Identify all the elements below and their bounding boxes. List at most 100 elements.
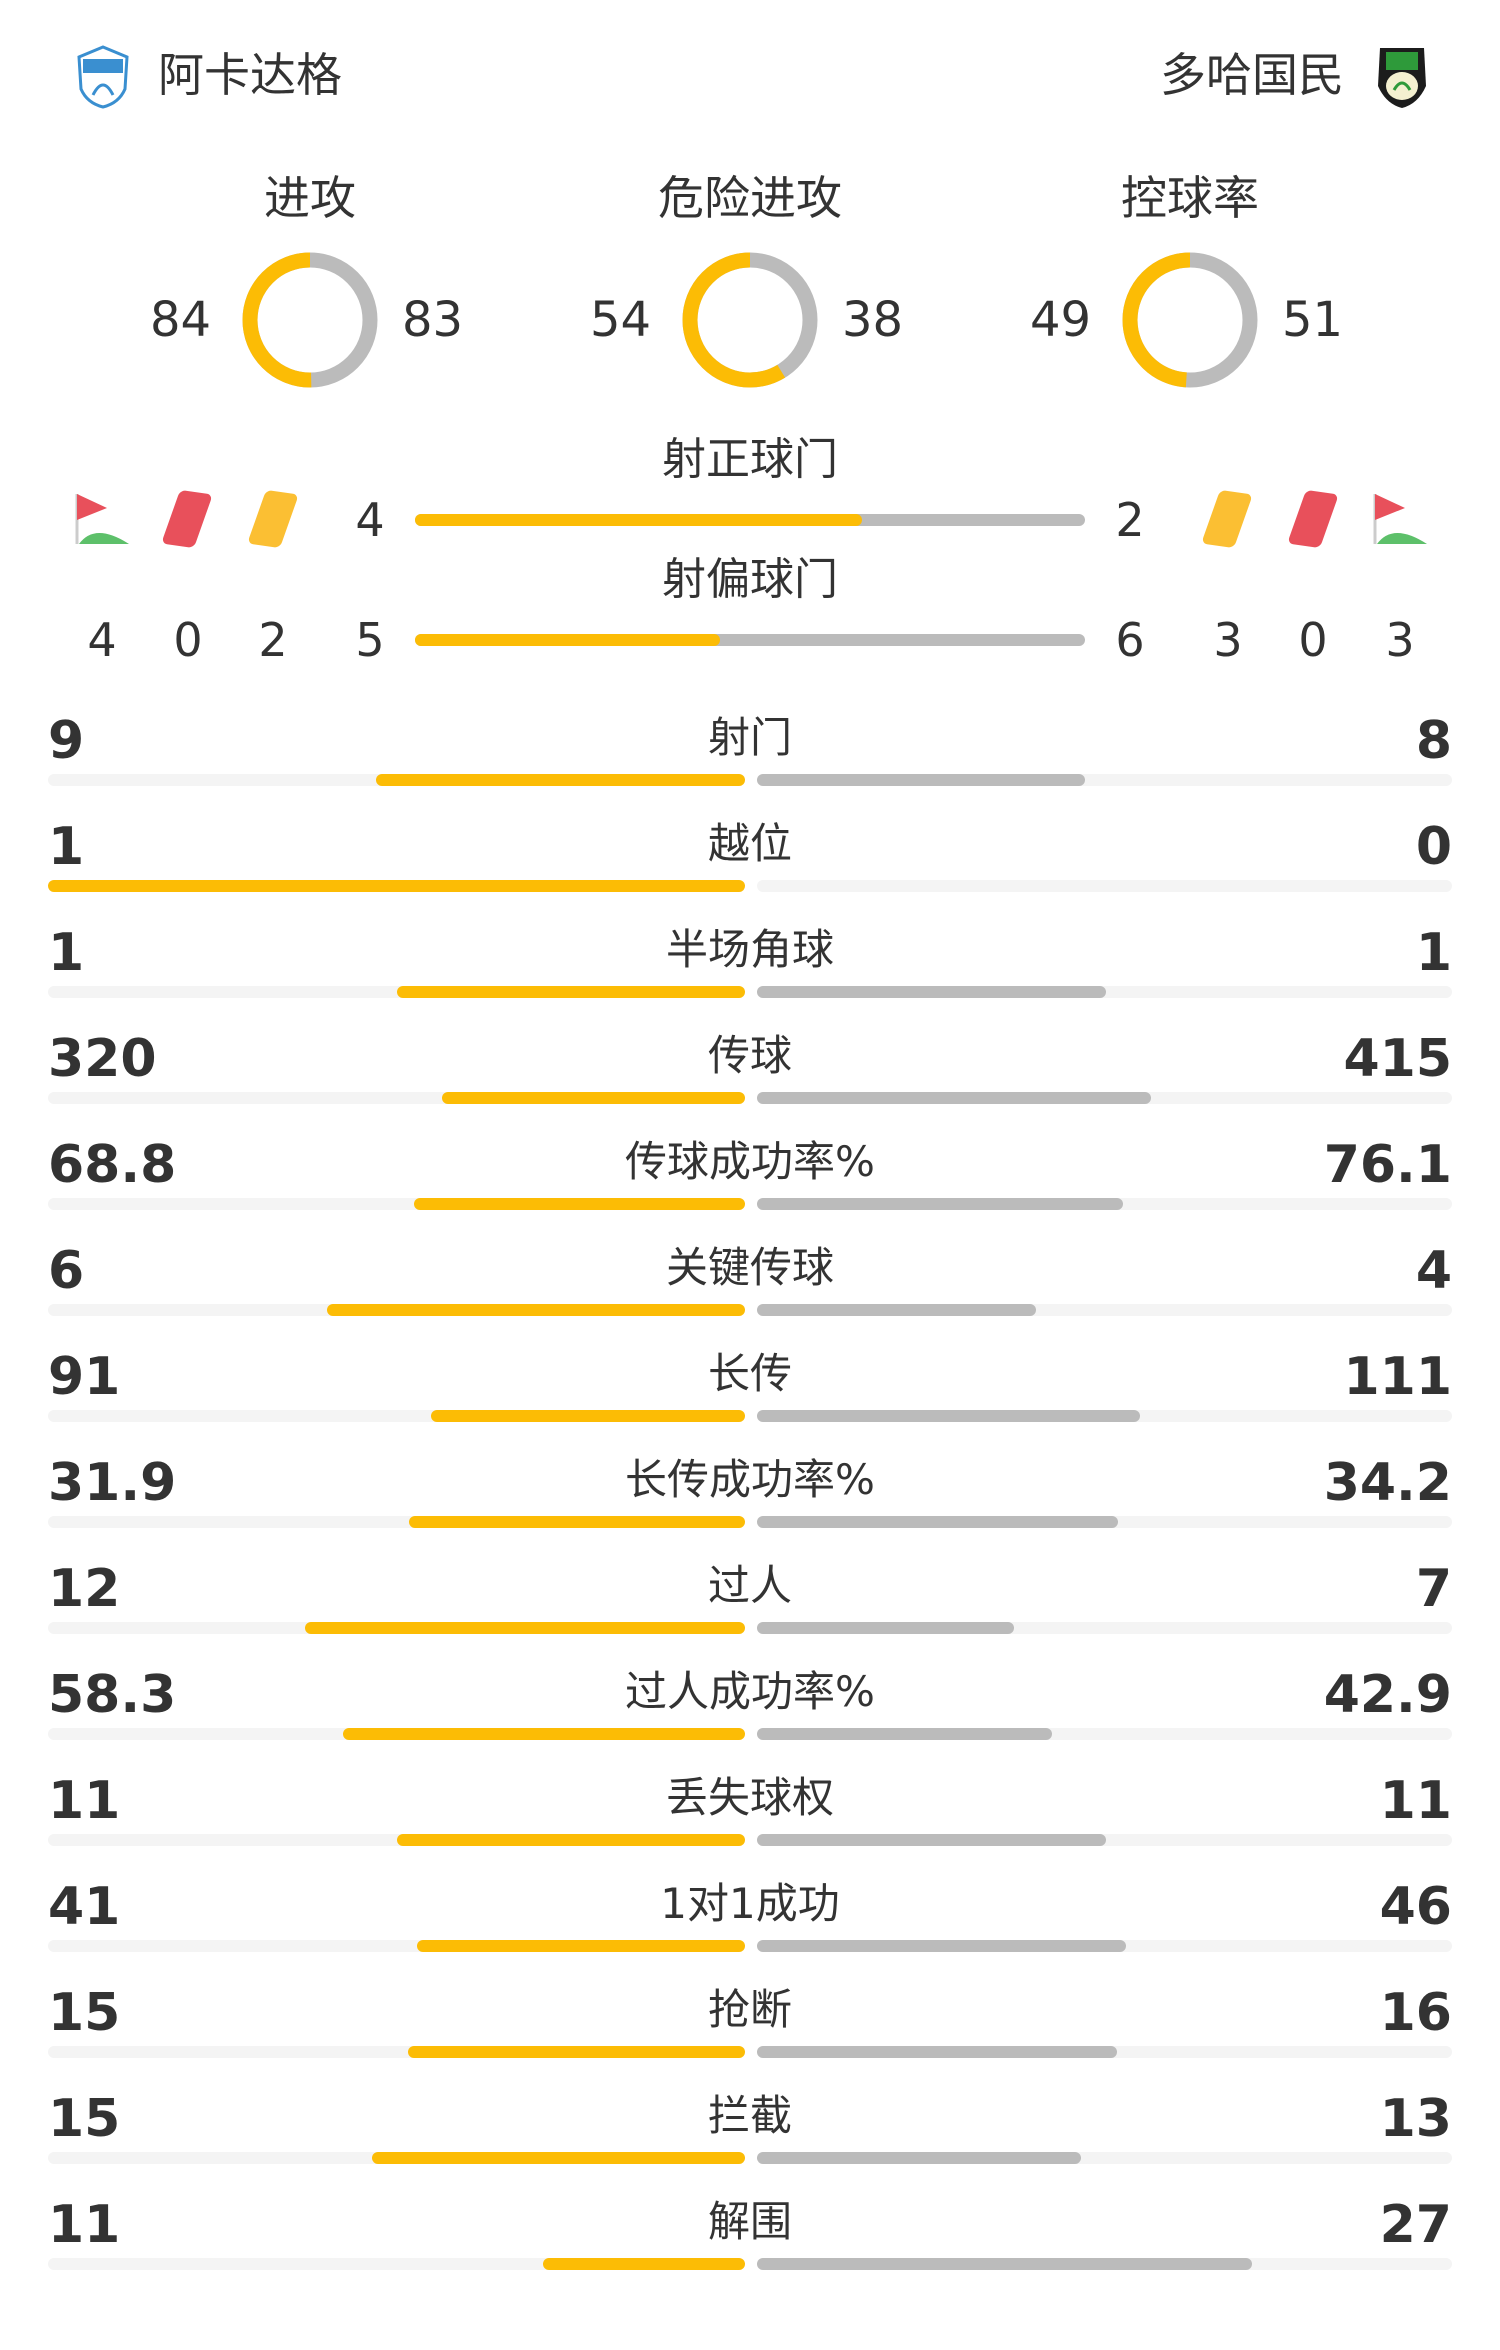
stat-away-bar [757, 1940, 1126, 1952]
stat-away-value: 4 [1415, 1241, 1452, 1301]
shots-off-target-label: 射偏球门 [662, 554, 838, 605]
stat-home-bar [371, 2152, 745, 2164]
home-team-name: 阿卡达格 [158, 48, 342, 102]
stat-home-bar [543, 2258, 745, 2270]
stat-away-bar [757, 1516, 1118, 1528]
stat-label: 半场角球 [665, 925, 834, 974]
shots-on-home-fill [415, 514, 862, 526]
stat-away-bar [757, 1622, 1014, 1634]
corner-flag-icon [75, 492, 129, 550]
away-logo [1374, 42, 1430, 110]
donut-home-arc [1122, 252, 1258, 388]
stat-row: 1 越位 0 [0, 811, 1500, 917]
circle-stat-label: 控球率 [1121, 171, 1259, 225]
stat-home-value: 11 [48, 1771, 121, 1831]
stat-label: 过人 [707, 1561, 792, 1610]
stats-list: 9 射门 8 1 越位 0 1 半场角球 1 320 传球 415 68.8 传… [0, 705, 1500, 2295]
home-red-cards: 0 [173, 613, 203, 667]
shots-off-away: 6 [1115, 613, 1145, 667]
stat-away-track [757, 986, 1452, 998]
stat-home-track [48, 2258, 745, 2270]
shots-on-target-label: 射正球门 [662, 434, 838, 485]
stat-away-track [757, 1198, 1452, 1210]
stat-home-bar [414, 1198, 745, 1210]
stat-home-track [48, 2046, 745, 2058]
stat-home-track [48, 1728, 745, 1740]
stat-away-value: 1 [1415, 923, 1452, 983]
stat-home-value: 12 [48, 1559, 121, 1619]
stat-home-value: 68.8 [48, 1135, 177, 1195]
away-red-cards: 0 [1298, 613, 1328, 667]
stat-label: 长传 [707, 1349, 792, 1398]
stat-away-value: 42.9 [1323, 1665, 1452, 1725]
stat-away-value: 7 [1415, 1559, 1452, 1619]
stat-away-value: 111 [1343, 1347, 1452, 1407]
stat-label: 越位 [707, 819, 792, 868]
stat-home-track [48, 1622, 745, 1634]
stat-home-value: 31.9 [48, 1453, 177, 1513]
stat-home-bar [416, 1940, 745, 1952]
stat-away-bar [757, 1304, 1036, 1316]
stat-away-track [757, 1622, 1452, 1634]
stat-home-bar [343, 1728, 745, 1740]
stat-home-bar [407, 2046, 745, 2058]
stat-away-value: 415 [1343, 1029, 1452, 1089]
stat-away-bar [757, 986, 1106, 998]
stat-home-track [48, 1410, 745, 1422]
shots-off-home-fill [415, 634, 720, 646]
stat-away-bar [757, 2258, 1253, 2270]
stat-label: 射门 [707, 713, 792, 762]
stat-row: 68.8 传球成功率% 76.1 [0, 1129, 1500, 1235]
stat-away-bar [757, 2152, 1081, 2164]
stat-away-bar [757, 1198, 1124, 1210]
stat-row: 11 丢失球权 11 [0, 1765, 1500, 1871]
stat-label: 关键传球 [665, 1243, 834, 1292]
stat-home-bar [396, 1834, 745, 1846]
stat-home-track [48, 1834, 745, 1846]
donut-home-arc [242, 252, 378, 388]
shots-on-home: 4 [355, 493, 385, 547]
yellow-card-icon [247, 489, 299, 549]
donut-home-arc [682, 252, 818, 388]
yellow-card-icon [1201, 489, 1253, 549]
circle-stat-away: 83 [402, 292, 464, 348]
stat-away-bar [757, 1410, 1140, 1422]
circle-stat-home: 49 [1030, 292, 1092, 348]
stat-home-bar [376, 774, 745, 786]
home-logo [75, 45, 131, 109]
stat-away-bar [757, 1728, 1053, 1740]
stat-label: 传球成功率% [625, 1137, 875, 1186]
stat-row: 31.9 长传成功率% 34.2 [0, 1447, 1500, 1553]
stat-home-track [48, 2152, 745, 2164]
stat-label: 解围 [707, 2197, 792, 2246]
stat-away-value: 46 [1379, 1877, 1452, 1937]
stat-home-bar [304, 1622, 745, 1634]
stat-home-value: 1 [48, 923, 85, 983]
circle-stat-home: 84 [150, 292, 212, 348]
stat-away-bar [757, 1092, 1151, 1104]
stat-away-bar [757, 774, 1085, 786]
home-corners: 4 [87, 613, 117, 667]
stat-home-value: 6 [48, 1241, 85, 1301]
stat-row: 1 半场角球 1 [0, 917, 1500, 1023]
stat-away-value: 34.2 [1323, 1453, 1452, 1513]
stat-home-bar [441, 1092, 745, 1104]
home-yellow-cards: 2 [258, 613, 288, 667]
stat-row: 41 1对1成功 46 [0, 1871, 1500, 1977]
stat-row: 9 射门 8 [0, 705, 1500, 811]
stat-away-value: 11 [1379, 1771, 1452, 1831]
stat-home-value: 15 [48, 1983, 121, 2043]
red-card-icon [1287, 489, 1339, 549]
stat-label: 拦截 [707, 2091, 792, 2140]
stat-home-value: 15 [48, 2089, 121, 2149]
stat-row: 320 传球 415 [0, 1023, 1500, 1129]
away-yellow-cards: 3 [1213, 613, 1243, 667]
circle-stat-donut [242, 252, 378, 388]
stat-label: 过人成功率% [625, 1667, 875, 1716]
stat-away-bar [757, 2046, 1117, 2058]
stat-home-track [48, 986, 745, 998]
stat-away-value: 27 [1379, 2195, 1452, 2255]
stat-home-track [48, 1940, 745, 1952]
circle-stat-label: 进攻 [264, 171, 356, 225]
shots-off-track [415, 634, 1085, 646]
